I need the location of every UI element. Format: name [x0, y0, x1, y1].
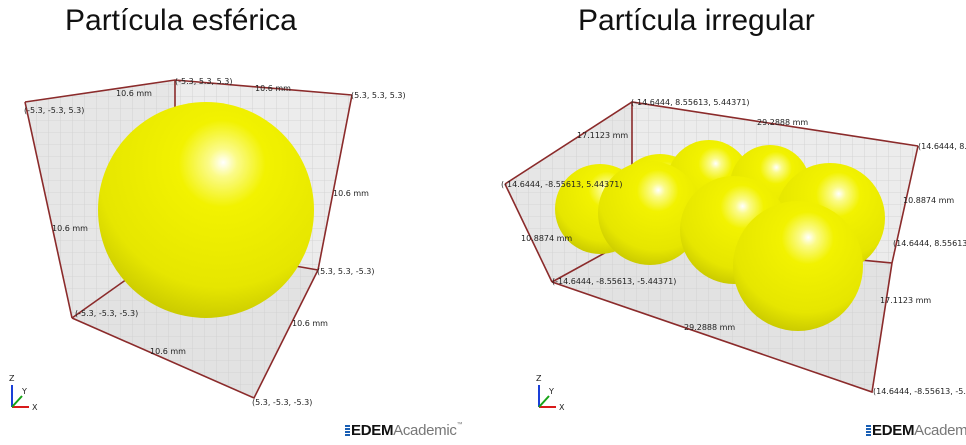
edem-bars-icon [866, 425, 871, 436]
sub-sphere [733, 201, 863, 331]
right-axis-x-label: X [559, 403, 565, 412]
right-corner-top-right: (14.6444, 8.5 [918, 142, 966, 151]
sub-sphere [598, 161, 702, 265]
left-axis-x-label: X [32, 403, 38, 412]
spherical-particle [98, 102, 314, 318]
irregular-particle [555, 140, 885, 331]
right-corner-top-back: (-14.6444, 8.55613, 5.44371) [631, 98, 750, 107]
left-axis-triad: Z Y X [9, 374, 38, 412]
right-axis-y-label: Y [548, 387, 554, 396]
right-corner-mid-right: (14.6444, 8.55613, -5. [893, 239, 966, 248]
edem-logo-right: EDEMAcademic™ [866, 422, 966, 439]
right-dim-top-a: 17.1123 mm [577, 131, 628, 140]
right-title: Partícula irregular [578, 4, 815, 37]
right-dim-right-lower: 17.1123 mm [880, 296, 931, 305]
edem-logo-left: EDEMAcademic™ [345, 422, 463, 439]
right-corner-bottom-right: (14.6444, -8.55613, -5.443 [873, 387, 966, 396]
left-dim-bottom-right: 10.6 mm [292, 319, 328, 328]
right-axis-triad: Z Y X [536, 374, 565, 412]
left-title: Partícula esférica [65, 4, 297, 37]
right-corner-top-left: (-14.6444, -8.55613, 5.44371) [501, 180, 622, 189]
left-labels: (-5.3, 5.3, 5.3) (-5.3, -5.3, 5.3) (5.3,… [24, 77, 406, 407]
right-dim-right: 10.8874 mm [903, 196, 954, 205]
right-axis-z-label: Z [536, 374, 542, 383]
left-dim-left: 10.6 mm [52, 224, 88, 233]
left-dim-right: 10.6 mm [333, 189, 369, 198]
left-axis-z-label: Z [9, 374, 15, 383]
right-dim-top-b: 29.2888 mm [757, 118, 808, 127]
left-dim-bottom: 10.6 mm [150, 347, 186, 356]
edem-bars-icon [345, 425, 350, 436]
left-corner-top-left: (-5.3, -5.3, 5.3) [24, 106, 84, 115]
left-corner-bottom-left: (-5.3, -5.3, -5.3) [75, 309, 138, 318]
left-corner-mid-right: (5.3, 5.3, -5.3) [317, 267, 374, 276]
right-dim-bottom: 29.2888 mm [684, 323, 735, 332]
left-corner-top-back: (-5.3, 5.3, 5.3) [175, 77, 232, 86]
right-corner-bottom-left: (-14.6444, -8.55613, -5.44371) [552, 277, 676, 286]
right-dim-left: 10.8874 mm [521, 234, 572, 243]
right-labels: (-14.6444, 8.55613, 5.44371) (-14.6444, … [501, 98, 966, 396]
left-dim-top-b: 10.6 mm [255, 84, 291, 93]
left-corner-top-right: (5.3, 5.3, 5.3) [351, 91, 406, 100]
left-axis-y-label: Y [21, 387, 27, 396]
left-corner-bottom-right: (5.3, -5.3, -5.3) [252, 398, 312, 407]
left-dim-top-a: 10.6 mm [116, 89, 152, 98]
